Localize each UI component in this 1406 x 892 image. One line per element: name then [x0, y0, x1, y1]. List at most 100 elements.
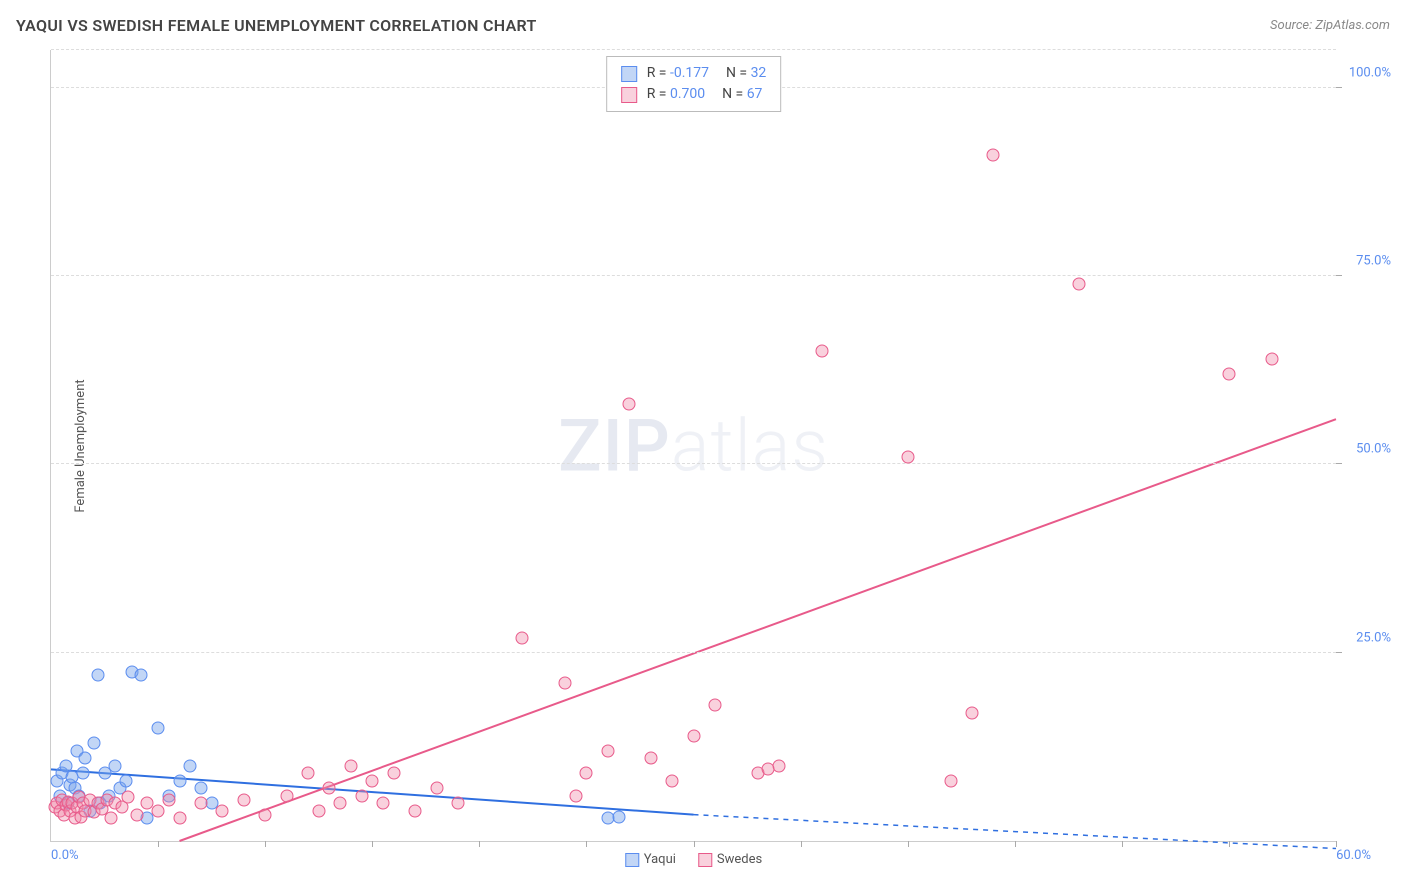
legend-item: Swedes — [698, 852, 762, 867]
data-point — [601, 744, 614, 757]
data-point — [87, 737, 100, 750]
x-tick — [801, 841, 802, 847]
gridline — [51, 275, 1336, 276]
data-point — [366, 774, 379, 787]
trend-lines — [51, 50, 1336, 841]
data-point — [162, 793, 175, 806]
data-point — [762, 763, 775, 776]
data-point — [92, 669, 105, 682]
data-point — [409, 804, 422, 817]
data-point — [666, 774, 679, 787]
data-point — [259, 808, 272, 821]
y-tick-label: 25.0% — [1356, 630, 1391, 645]
data-point — [194, 797, 207, 810]
gridline — [51, 49, 1336, 50]
x-tick — [908, 841, 909, 847]
source-label: Source: ZipAtlas.com — [1270, 18, 1390, 33]
data-point — [184, 759, 197, 772]
x-tick — [694, 841, 695, 847]
data-point — [173, 812, 186, 825]
data-point — [237, 793, 250, 806]
y-tick — [1336, 87, 1342, 88]
data-point — [122, 791, 135, 804]
header: YAQUI VS SWEDISH FEMALE UNEMPLOYMENT COR… — [16, 16, 1390, 35]
x-axis-min-label: 0.0% — [51, 848, 79, 863]
legend-swatch — [621, 66, 637, 82]
legend-r-label: R = 0.700 — [647, 84, 705, 105]
data-point — [516, 631, 529, 644]
data-point — [1222, 367, 1235, 380]
data-point — [1265, 352, 1278, 365]
legend-swatch — [698, 853, 712, 867]
data-point — [194, 782, 207, 795]
gridline — [51, 463, 1336, 464]
data-point — [119, 774, 132, 787]
data-point — [130, 808, 143, 821]
x-tick — [479, 841, 480, 847]
y-tick — [1336, 463, 1342, 464]
legend-top: R = -0.177 N = 32R = 0.700 N = 67 — [606, 56, 782, 112]
data-point — [708, 699, 721, 712]
y-tick-label: 100.0% — [1349, 65, 1391, 80]
y-tick-label: 75.0% — [1356, 254, 1391, 269]
y-tick-label: 50.0% — [1356, 442, 1391, 457]
data-point — [816, 345, 829, 358]
data-point — [559, 676, 572, 689]
x-tick — [158, 841, 159, 847]
data-point — [152, 722, 165, 735]
legend-r-label: R = -0.177 — [647, 63, 709, 84]
data-point — [152, 804, 165, 817]
data-point — [79, 752, 92, 765]
y-tick — [1336, 652, 1342, 653]
data-point — [216, 804, 229, 817]
gridline — [51, 652, 1336, 653]
legend-row: R = -0.177 N = 32 — [621, 63, 767, 84]
data-point — [687, 729, 700, 742]
data-point — [451, 797, 464, 810]
data-point — [323, 782, 336, 795]
watermark: ZIPatlas — [558, 403, 829, 488]
data-point — [569, 789, 582, 802]
legend-swatch — [625, 853, 639, 867]
x-tick — [1015, 841, 1016, 847]
data-point — [944, 774, 957, 787]
data-point — [965, 706, 978, 719]
data-point — [173, 774, 186, 787]
chart-title: YAQUI VS SWEDISH FEMALE UNEMPLOYMENT COR… — [16, 16, 537, 35]
legend-swatch — [621, 87, 637, 103]
legend-row: R = 0.700 N = 67 — [621, 84, 767, 105]
data-point — [901, 450, 914, 463]
data-point — [77, 767, 90, 780]
data-point — [109, 759, 122, 772]
data-point — [334, 797, 347, 810]
data-point — [987, 149, 1000, 162]
legend-bottom: Yaqui Swedes — [625, 852, 762, 867]
data-point — [280, 789, 293, 802]
x-tick — [372, 841, 373, 847]
data-point — [344, 759, 357, 772]
data-point — [312, 804, 325, 817]
x-tick — [1336, 841, 1337, 847]
x-tick — [265, 841, 266, 847]
data-point — [302, 767, 315, 780]
x-tick — [586, 841, 587, 847]
data-point — [376, 797, 389, 810]
data-point — [644, 752, 657, 765]
data-point — [134, 669, 147, 682]
data-point — [355, 789, 368, 802]
scatter-chart: ZIPatlas R = -0.177 N = 32R = 0.700 N = … — [50, 50, 1336, 842]
x-axis-max-label: 60.0% — [1336, 848, 1371, 863]
data-point — [430, 782, 443, 795]
x-tick — [1122, 841, 1123, 847]
y-tick — [1336, 275, 1342, 276]
data-point — [104, 812, 117, 825]
legend-item: Yaqui — [625, 852, 676, 867]
data-point — [623, 398, 636, 411]
data-point — [612, 810, 625, 823]
legend-n-label: N = 67 — [715, 84, 762, 105]
x-tick — [1229, 841, 1230, 847]
legend-n-label: N = 32 — [719, 63, 766, 84]
data-point — [580, 767, 593, 780]
data-point — [1073, 277, 1086, 290]
data-point — [387, 767, 400, 780]
